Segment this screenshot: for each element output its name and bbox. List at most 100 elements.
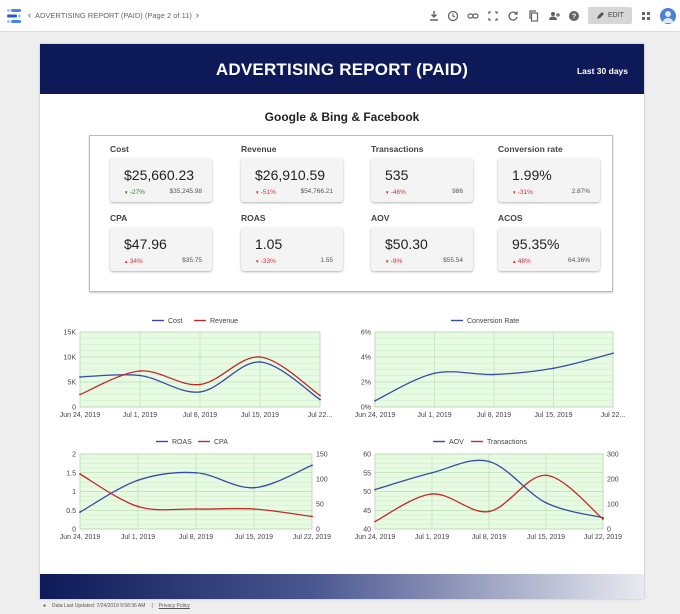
data-point-cost	[259, 361, 261, 363]
help-icon[interactable]: ?	[567, 9, 581, 23]
kpi-delta-value: -46%	[390, 189, 406, 196]
y-tick-label: 5K	[67, 380, 76, 387]
kpi-delta-value: 48%	[517, 258, 531, 265]
arrow-down-icon: ▼	[255, 259, 261, 264]
grid-icon[interactable]	[639, 9, 653, 23]
kpi-label-acos: ACOS	[498, 213, 523, 223]
kpi-delta-value: 34%	[129, 258, 143, 265]
y2-tick-label: 100	[607, 502, 619, 509]
kpi-label-revenue: Revenue	[241, 144, 277, 154]
link-icon[interactable]	[466, 9, 480, 23]
download-icon[interactable]	[427, 9, 441, 23]
y-tick-label: 60	[363, 452, 371, 459]
arrow-up-icon: ▲	[124, 259, 130, 264]
arrow-down-icon: ▼	[512, 190, 518, 195]
data-point-conversion-rate	[374, 399, 376, 402]
report-subtitle: Google & Bing & Facebook	[264, 110, 420, 124]
x-tick-label: Jul 22...	[601, 412, 626, 419]
x-tick-label: Jun 24, 2019	[355, 412, 396, 419]
legend-label-transactions: Transactions	[487, 439, 527, 446]
kpi-label-roas: ROAS	[241, 213, 266, 223]
x-tick-label: Jul 1, 2019	[121, 534, 155, 541]
chart-conversion-rate[interactable]: Conversion Rate 6% 4% 2% 0% Jun 24, 2019 Jul 1…	[345, 318, 635, 429]
data-point-aov	[431, 471, 433, 474]
copy-icon[interactable]	[527, 9, 541, 23]
last-updated-text: Data Last Updated: 7/24/2019 9:58:36 AM	[52, 603, 146, 609]
edit-button[interactable]: EDIT	[588, 7, 632, 24]
data-point-transactions	[545, 474, 547, 477]
info-icon: ●	[43, 603, 47, 609]
kpi-delta: ▼ -33%	[255, 258, 276, 265]
chart-cost-revenue[interactable]: Cost Revenue 15K 10K 5K 0 Jun 24, 2019 Jul 1, 2…	[50, 318, 340, 429]
avatar[interactable]	[660, 8, 676, 24]
data-point-transactions	[431, 493, 433, 495]
y2-tick-label: 200	[607, 477, 619, 484]
share-icon[interactable]	[547, 9, 561, 23]
report-title: ADVERTISING REPORT (PAID)	[215, 60, 469, 79]
kpi-delta: ▼ -9%	[385, 258, 402, 265]
data-point-conversion-rate	[493, 373, 495, 376]
x-tick-label: Jul 22, 2019	[584, 534, 622, 541]
kpi-delta: ▲ 34%	[124, 258, 143, 265]
kpi-card-revenue[interactable]: $26,910.59 ▼ -51% $54,766.21	[241, 158, 343, 202]
arrow-down-icon: ▼	[385, 259, 391, 264]
legend-label-aov: AOV	[449, 439, 464, 446]
kpi-card-acos[interactable]: 95.35% ▲ 48% 64.36%	[498, 227, 600, 271]
kpi-label-cpa: CPA	[110, 213, 128, 223]
kpi-previous-value: $35,245.98	[169, 188, 202, 195]
privacy-policy-link[interactable]: Privacy Policy	[158, 603, 190, 609]
kpi-card-transactions[interactable]: 535 ▼ -46% 986	[371, 158, 473, 202]
y2-tick-label: 0	[607, 527, 611, 534]
data-studio-logo-icon[interactable]	[6, 8, 22, 24]
kpi-delta-value: -51%	[260, 189, 276, 196]
kpi-card-cost[interactable]: $25,660.23 ▼ -27% $35,245.98	[110, 158, 212, 202]
x-tick-label: Jun 24, 2019	[355, 534, 396, 541]
data-point-roas	[253, 486, 255, 489]
x-tick-label: Jul 8, 2019	[183, 412, 217, 419]
data-point-conversion-rate	[433, 372, 436, 375]
y2-tick-label: 50	[316, 502, 324, 509]
refresh-icon[interactable]	[506, 9, 520, 23]
data-point-cpa	[311, 515, 313, 518]
kpi-previous-value: 986	[452, 188, 463, 195]
y-tick-label: 1	[72, 489, 76, 496]
svg-text:?: ?	[572, 12, 577, 21]
chart-aov-transactions[interactable]: AOV Transactions 60 55 50 45 40 300 200 100 0 Jun 2…	[345, 437, 635, 549]
history-icon[interactable]	[446, 9, 460, 23]
next-page-icon[interactable]: ›	[195, 10, 199, 20]
kpi-value: $25,660.23	[124, 167, 195, 183]
kpi-delta: ▼ -51%	[255, 189, 276, 196]
kpi-card-roas[interactable]: 1.05 ▼ -33% 1.55	[241, 227, 343, 271]
kpi-card-aov[interactable]: $50.30 ▼ -9% $55.54	[371, 227, 473, 271]
kpi-delta-value: -33%	[260, 258, 276, 265]
x-tick-label: Jun 24, 2019	[60, 534, 101, 541]
y-tick-label: 55	[363, 470, 371, 477]
kpi-card-conversion-rate[interactable]: 1.99% ▼ -31% 2.87%	[498, 158, 600, 202]
kpi-panel: Cost $25,660.23 ▼ -27% $35,245.98 Revenue $26…	[89, 135, 613, 292]
kpi-card-cpa[interactable]: $47.96 ▲ 34% $35.75	[110, 227, 212, 271]
chart-roas-cpa[interactable]: ROAS CPA 2 1.5 1 0.5 0 150 100 50 0 Jun 24, 2019 Jul…	[50, 437, 340, 549]
fullscreen-icon[interactable]	[486, 9, 500, 23]
y-tick-label: 0%	[361, 405, 371, 412]
kpi-delta-value: -31%	[517, 189, 533, 196]
y-tick-label: 0.5	[66, 508, 76, 515]
x-tick-label: Jul 1, 2019	[415, 534, 449, 541]
data-point-roas	[79, 511, 81, 514]
report-header: ADVERTISING REPORT (PAID) Last 30 days	[40, 44, 644, 94]
kpi-value: 95.35%	[512, 236, 560, 252]
y-tick-label: 1.5	[66, 470, 76, 477]
date-range[interactable]: Last 30 days	[576, 66, 628, 76]
top-bar: ‹ ADVERTISING REPORT (PAID) (Page 2 of 1…	[0, 0, 680, 32]
data-point-cpa	[195, 508, 197, 510]
y-tick-label: 4%	[361, 355, 371, 362]
x-tick-label: Jul 15, 2019	[235, 534, 273, 541]
y-tick-label: 10K	[64, 355, 77, 362]
kpi-previous-value: $35.75	[182, 257, 202, 264]
pencil-icon	[597, 12, 605, 19]
data-point-aov	[488, 460, 490, 463]
kpi-delta: ▼ -27%	[124, 189, 145, 196]
kpi-label-transactions: Transactions	[371, 144, 424, 154]
prev-page-icon[interactable]: ‹	[28, 10, 31, 20]
kpi-delta-value: -9%	[390, 258, 403, 265]
arrow-down-icon: ▼	[385, 190, 391, 195]
